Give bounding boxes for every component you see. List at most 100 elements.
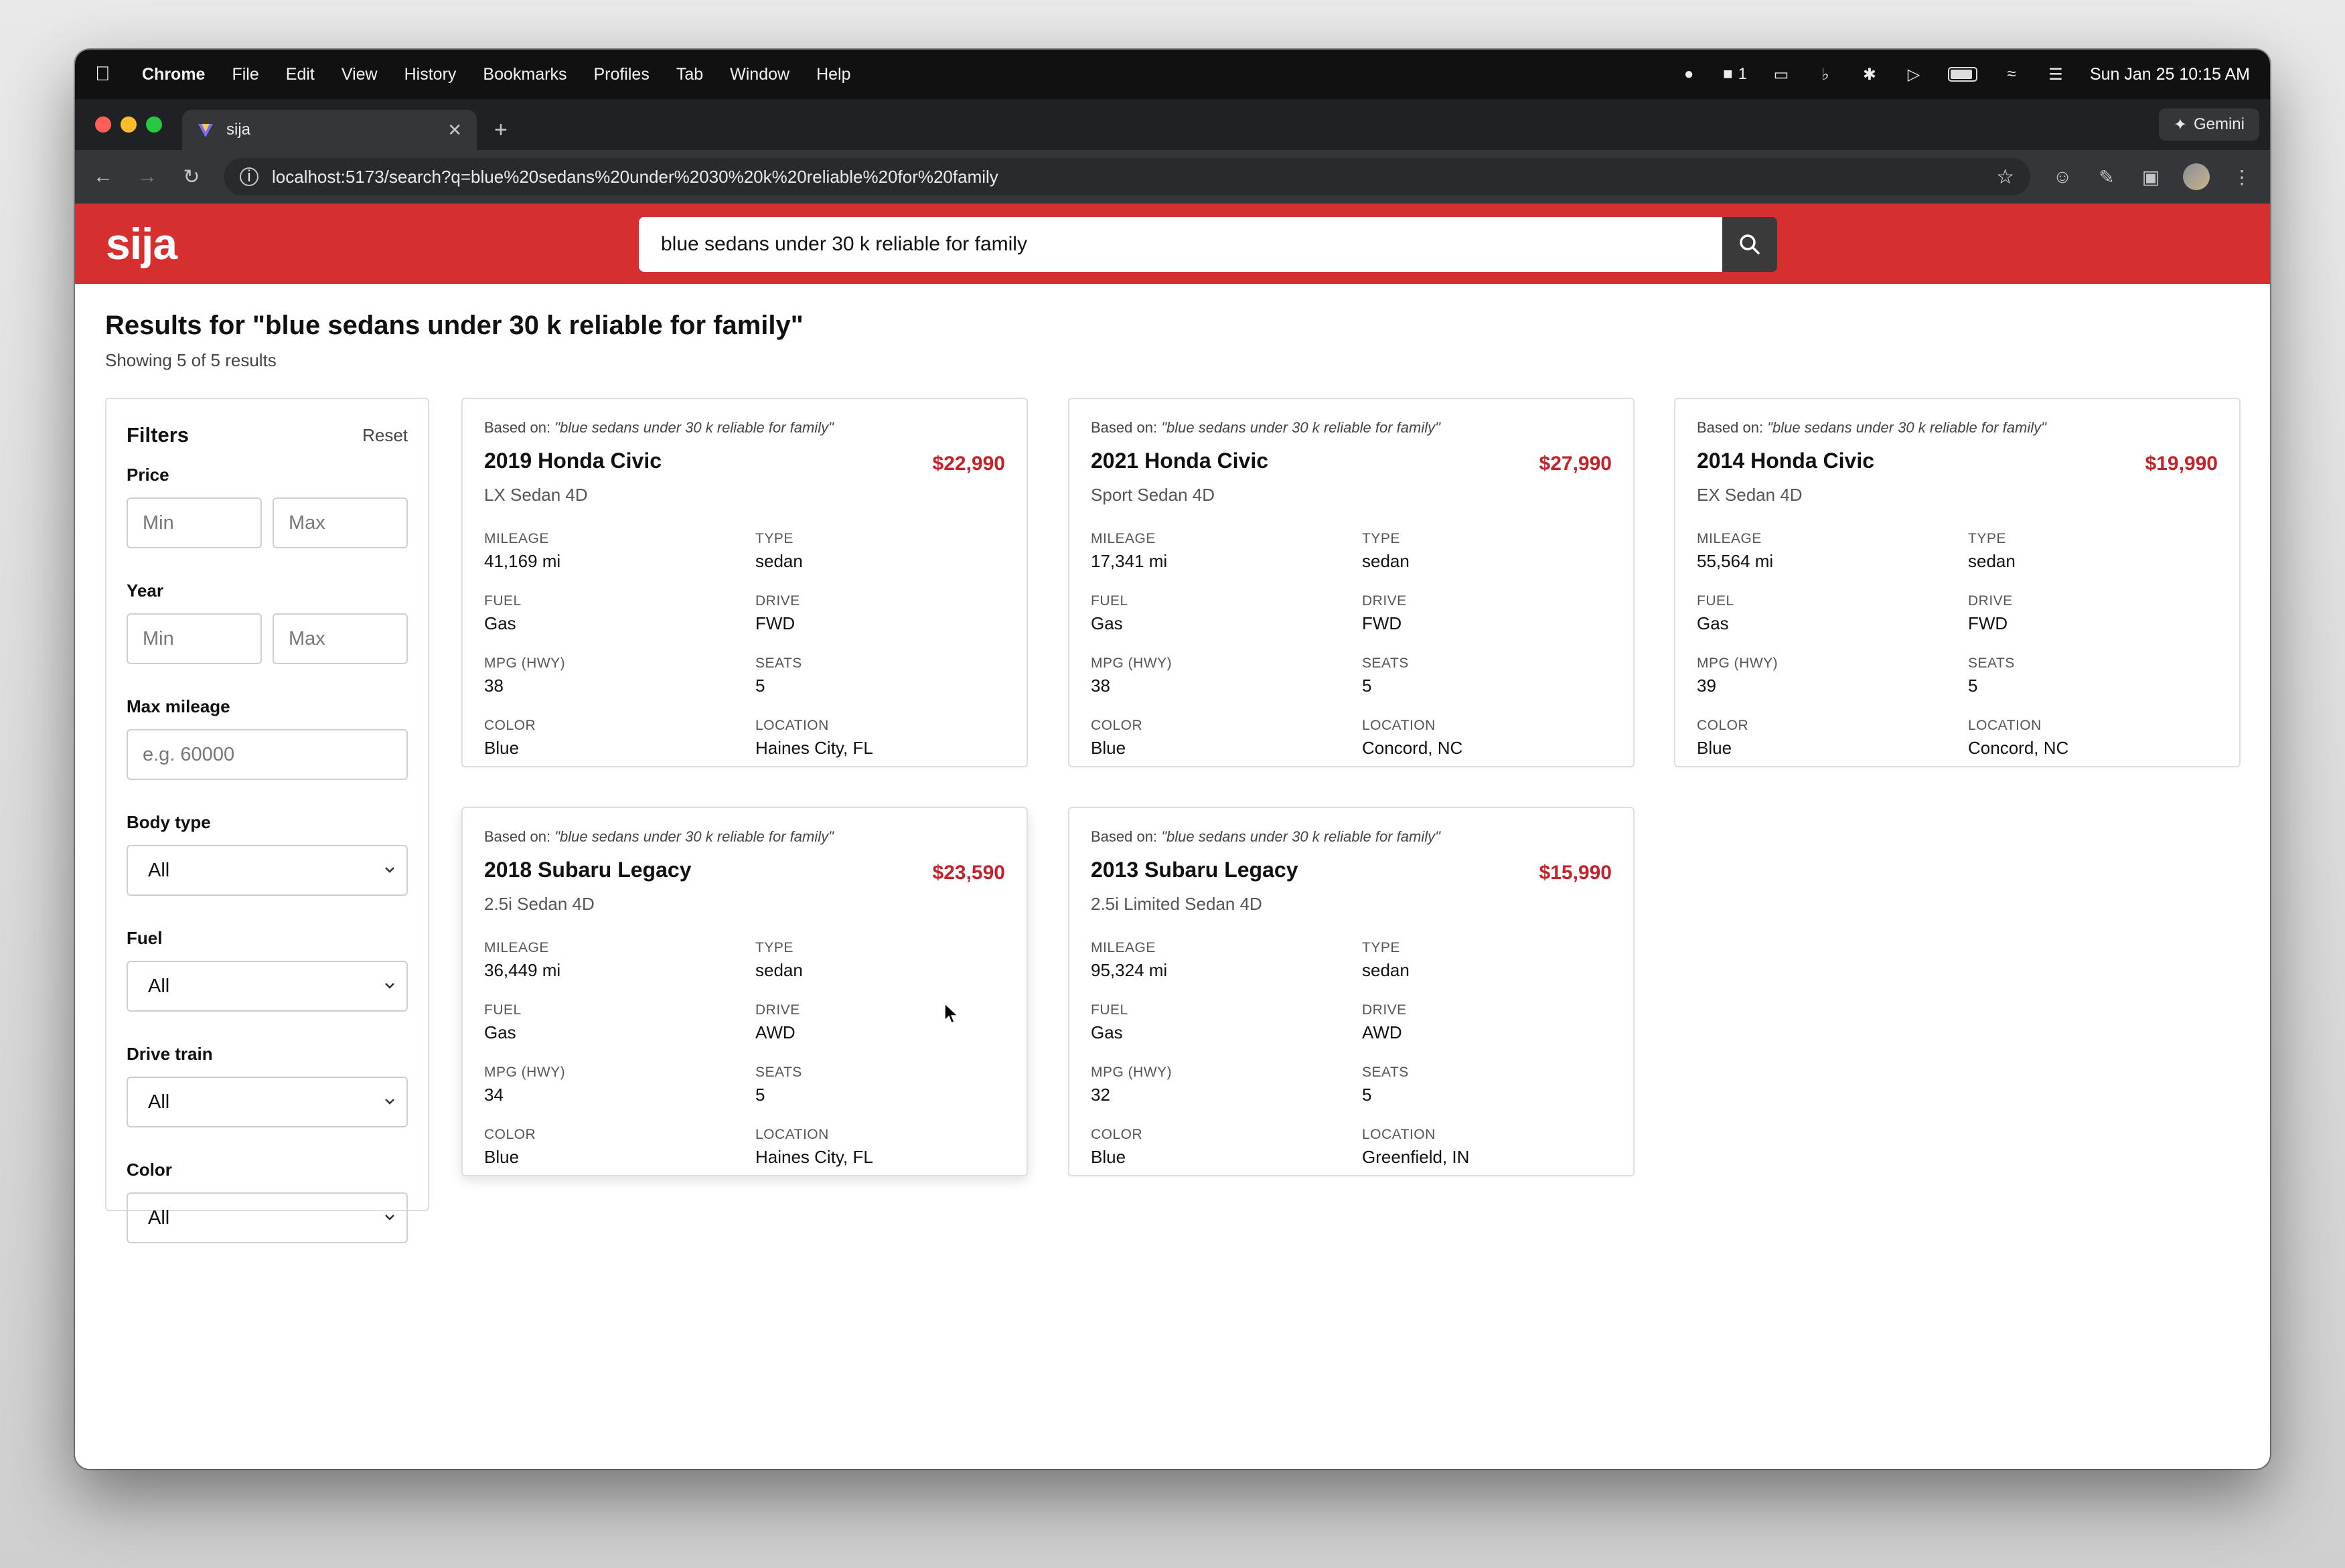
car-title[interactable]: 2018 Subaru Legacy	[484, 858, 692, 882]
profile-avatar[interactable]	[2183, 163, 2210, 190]
bluetooth-icon[interactable]: ✱	[1862, 65, 1876, 84]
menu-view[interactable]: View	[341, 64, 378, 84]
spec-label-mileage: MILEAGE	[484, 940, 549, 955]
clock[interactable]: Sun Jan 25 10:15 AM	[2089, 64, 2250, 84]
spec-label-drive: DRIVE	[755, 593, 800, 609]
menu-help[interactable]: Help	[816, 64, 851, 84]
car-card[interactable]: Based on: "blue sedans under 30 k reliab…	[1068, 398, 1635, 767]
mouse-cursor-icon	[944, 1003, 959, 1024]
results-header: Results for "blue sedans under 30 k reli…	[105, 311, 804, 371]
status-area: ● ■ 1 ▭ ♭ ✱ ▷ ≈ ☰ Sun Jan 25 10:15 AM	[1679, 65, 2250, 84]
price-min-input[interactable]	[127, 497, 262, 548]
apple-icon[interactable]: 	[95, 63, 122, 86]
url-text[interactable]: localhost:5173/search?q=blue%20sedans%20…	[272, 166, 998, 187]
forward-icon[interactable]: →	[137, 165, 157, 187]
site-info-icon[interactable]: i	[240, 167, 258, 186]
car-specs: MILEAGE 17,341 mi TYPE sedan FUEL Gas DRIVE…	[1091, 531, 1612, 759]
drive-train-select[interactable]: All	[127, 1077, 408, 1127]
car-specs: MILEAGE 55,564 mi TYPE sedan FUEL Gas DRIVE…	[1697, 531, 2218, 759]
car-trim: 2.5i Sedan 4D	[484, 894, 595, 914]
zoom-window-button[interactable]	[146, 116, 162, 133]
display-icon[interactable]: ▭	[1773, 65, 1789, 84]
fuel-select[interactable]: All	[127, 961, 408, 1012]
search-icon	[1740, 234, 1760, 254]
spec-label-seats: SEATS	[755, 1065, 802, 1080]
spec-drive: AWD	[1362, 1022, 1402, 1042]
battery-icon[interactable]	[1947, 67, 1977, 82]
spec-label-mpg: MPG (HWY)	[1697, 655, 1779, 671]
car-title[interactable]: 2019 Honda Civic	[484, 449, 662, 473]
wifi-icon[interactable]: ≈	[2007, 65, 2016, 83]
headphones-icon[interactable]: ♭	[1821, 65, 1829, 84]
year-label: Year	[127, 580, 163, 601]
extensions-puzzle-icon[interactable]: ✎	[2099, 166, 2115, 187]
spec-label-fuel: FUEL	[484, 593, 522, 609]
tab-sija[interactable]: sija ✕	[182, 110, 477, 150]
menu-profiles[interactable]: Profiles	[593, 64, 650, 84]
menu-bookmarks[interactable]: Bookmarks	[483, 64, 567, 84]
spec-label-mileage: MILEAGE	[1091, 940, 1156, 955]
filters-title: Filters	[127, 423, 190, 447]
page-content: sija Results for "blue sedans under 30 k…	[75, 204, 2270, 1415]
control-center-icon[interactable]: ☰	[2048, 65, 2063, 84]
car-card[interactable]: Based on: "blue sedans under 30 k reliab…	[1674, 398, 2241, 767]
spec-label-location: LOCATION	[755, 718, 829, 733]
extension-face-icon[interactable]: ☺	[2052, 166, 2072, 187]
search-button[interactable]	[1722, 217, 1777, 272]
car-title[interactable]: 2021 Honda Civic	[1091, 449, 1268, 473]
menu-file[interactable]: File	[232, 64, 259, 84]
bookmark-star-icon[interactable]: ☆	[1996, 165, 2014, 188]
car-title[interactable]: 2014 Honda Civic	[1697, 449, 1874, 473]
spec-color: Blue	[484, 738, 520, 758]
play-icon[interactable]: ▷	[1907, 65, 1920, 84]
address-bar[interactable]: i localhost:5173/search?q=blue%20sedans%…	[224, 158, 2030, 195]
menu-tab[interactable]: Tab	[676, 64, 704, 84]
spec-label-drive: DRIVE	[1968, 593, 2013, 609]
more-menu-icon[interactable]: ⋮	[2233, 166, 2251, 187]
spec-seats: 5	[1362, 1085, 1372, 1105]
gemini-button[interactable]: ✦ Gemini	[2158, 108, 2259, 141]
car-trim: Sport Sedan 4D	[1091, 485, 1215, 505]
menu-history[interactable]: History	[404, 64, 457, 84]
price-label: Price	[127, 465, 169, 485]
car-specs: MILEAGE 41,169 mi TYPE sedan FUEL Gas DRIVE…	[484, 531, 1005, 759]
spec-location: Haines City, FL	[755, 1147, 873, 1167]
car-card[interactable]: Based on: "blue sedans under 30 k reliab…	[461, 807, 1028, 1176]
menu-app-name[interactable]: Chrome	[142, 64, 206, 84]
spec-label-color: COLOR	[1697, 718, 1749, 733]
close-window-button[interactable]	[95, 116, 111, 133]
favicon-icon	[198, 124, 213, 137]
year-max-input[interactable]	[273, 613, 408, 664]
reset-filters-button[interactable]: Reset	[362, 424, 408, 445]
tab-search-icon[interactable]: ▣	[2141, 166, 2160, 187]
year-min-input[interactable]	[127, 613, 262, 664]
menu-edit[interactable]: Edit	[285, 64, 315, 84]
sparkle-icon: ✦	[2173, 115, 2187, 134]
tab-close-icon[interactable]: ✕	[447, 119, 462, 140]
price-max-input[interactable]	[273, 497, 408, 548]
max-mileage-input[interactable]	[127, 729, 408, 780]
menu-window[interactable]: Window	[730, 64, 790, 84]
new-tab-button[interactable]: +	[494, 116, 508, 143]
car-title[interactable]: 2013 Subaru Legacy	[1091, 858, 1298, 882]
site-logo[interactable]: sija	[106, 219, 177, 268]
window-controls	[95, 99, 162, 150]
spec-label-fuel: FUEL	[1091, 593, 1128, 609]
package-icon[interactable]: ■ 1	[1723, 65, 1747, 83]
car-card[interactable]: Based on: "blue sedans under 30 k reliab…	[461, 398, 1028, 767]
color-select[interactable]: All	[127, 1192, 408, 1243]
reload-icon[interactable]: ↻	[183, 165, 200, 188]
drive-train-value: All	[148, 1091, 170, 1113]
spec-location: Haines City, FL	[755, 738, 873, 758]
spec-label-fuel: FUEL	[484, 1002, 522, 1018]
car-card[interactable]: Based on: "blue sedans under 30 k reliab…	[1068, 807, 1635, 1176]
body-type-select[interactable]: All	[127, 845, 408, 896]
spec-label-type: TYPE	[1968, 531, 2006, 546]
spec-drive: FWD	[1362, 613, 1402, 633]
minimize-window-button[interactable]	[121, 116, 137, 133]
back-icon[interactable]: ←	[93, 165, 113, 187]
spec-seats: 5	[755, 1085, 765, 1105]
record-icon[interactable]: ●	[1683, 65, 1694, 83]
search-input[interactable]	[639, 217, 1722, 272]
spec-label-color: COLOR	[1091, 718, 1143, 733]
